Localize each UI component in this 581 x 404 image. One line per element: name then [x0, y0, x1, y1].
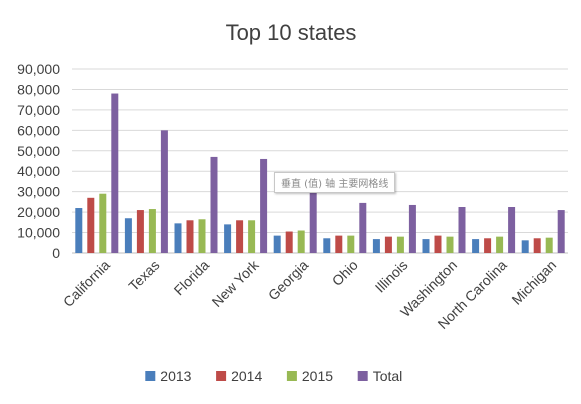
bar-2014-illinois — [384, 236, 392, 253]
legend-label: 2013 — [160, 368, 191, 384]
legend-label: 2015 — [302, 368, 333, 384]
legend-swatch — [286, 371, 297, 381]
bar-total-texas — [160, 130, 168, 253]
bar-2015-texas — [148, 209, 156, 253]
bar-2014-ohio — [335, 235, 343, 253]
legend-label: Total — [373, 368, 403, 384]
bar-2014-california — [87, 197, 95, 253]
legend-swatch — [357, 371, 368, 381]
x-tick-label: Michigan — [508, 257, 559, 308]
legend-swatch — [145, 371, 156, 381]
bar-2014-washington — [434, 235, 442, 253]
legend: 2013 2014 2015 Total — [145, 368, 402, 384]
bar-2013-michigan — [521, 240, 529, 253]
y-tick-label: 80,000 — [17, 81, 60, 97]
y-tick-label: 60,000 — [17, 122, 60, 138]
legend-swatch — [216, 371, 227, 381]
x-tick-label: California — [60, 257, 113, 310]
bar-2013-washington — [422, 239, 430, 253]
bar-2015-florida — [198, 219, 206, 253]
bar-2013-florida — [174, 223, 182, 253]
x-tick-label: Florida — [171, 257, 213, 299]
bar-2013-new-york — [224, 224, 232, 253]
bar-2014-north-carolina — [484, 238, 492, 253]
x-tick-label: Ohio — [329, 257, 361, 289]
bar-2013-ohio — [323, 238, 331, 253]
bar-2015-california — [99, 193, 107, 253]
bar-total-washington — [458, 207, 466, 253]
bar-total-ohio — [359, 202, 367, 253]
bar-total-michigan — [557, 210, 565, 253]
y-tick-label: 40,000 — [17, 163, 60, 179]
y-tick-label: 0 — [52, 245, 60, 261]
bar-2013-texas — [124, 218, 132, 253]
bar-2013-california — [75, 208, 83, 253]
bar-2015-north-carolina — [496, 236, 504, 253]
bars — [75, 93, 565, 254]
bar-total-florida — [210, 156, 218, 253]
x-tick-label: Texas — [125, 257, 162, 294]
bar-2015-ohio — [347, 235, 355, 253]
bar-2014-florida — [186, 220, 194, 253]
bar-2015-washington — [446, 236, 454, 253]
bar-2015-georgia — [297, 230, 305, 253]
y-tick-label: 50,000 — [17, 143, 60, 159]
bar-2015-new-york — [248, 220, 256, 253]
bar-total-california — [111, 93, 119, 254]
bar-2015-michigan — [545, 237, 553, 253]
y-tick-label: 90,000 — [17, 61, 60, 77]
bar-2013-illinois — [372, 239, 380, 253]
bar-total-north-carolina — [508, 207, 516, 253]
x-tick-label: New York — [209, 256, 263, 310]
bar-2015-illinois — [396, 236, 404, 253]
bar-total-illinois — [408, 204, 416, 253]
bar-2014-michigan — [533, 238, 541, 253]
bar-2014-texas — [136, 210, 144, 253]
x-tick-label: Illinois — [372, 257, 411, 296]
bar-total-new-york — [260, 158, 268, 253]
y-tick-label: 70,000 — [17, 102, 60, 118]
y-axis-tick-labels: 90,000 80,000 70,000 60,000 50,000 40,000 30,0… — [17, 61, 60, 261]
y-tick-label: 20,000 — [17, 204, 60, 220]
legend-label: 2014 — [231, 368, 262, 384]
y-tick-label: 10,000 — [17, 225, 60, 241]
gridlines — [72, 68, 568, 254]
bar-2014-new-york — [236, 220, 244, 253]
y-tick-label: 30,000 — [17, 184, 60, 200]
x-tick-label: Georgia — [265, 257, 312, 304]
bar-2014-georgia — [285, 231, 293, 253]
bar-total-georgia — [309, 190, 317, 253]
gridline-tooltip: 垂直 (值) 轴 主要网格线 — [274, 172, 396, 193]
chart-title: Top 10 states — [226, 20, 357, 45]
bar-2013-georgia — [273, 235, 281, 253]
bar-2013-north-carolina — [472, 239, 480, 253]
